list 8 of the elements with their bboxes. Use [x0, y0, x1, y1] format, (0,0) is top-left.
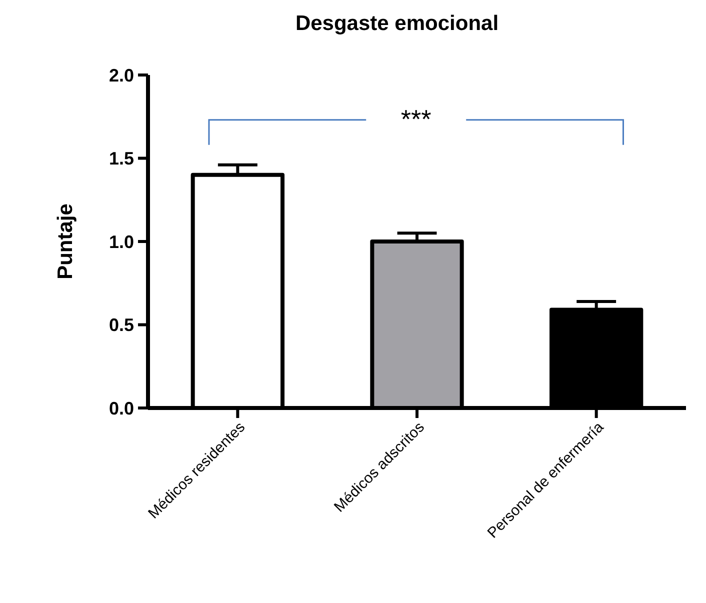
annotation: ***	[400, 104, 432, 134]
chart-title: Desgaste emocional	[295, 12, 499, 35]
y-tick-label: 1.0	[108, 232, 134, 252]
y-tick-label: 0.0	[108, 398, 134, 418]
y-tick-label: 1.5	[108, 148, 134, 169]
y-tick-label: 2.0	[108, 65, 134, 86]
y-tick-label: 0.5	[108, 315, 134, 336]
y-axis-title: Puntaje	[54, 204, 77, 280]
